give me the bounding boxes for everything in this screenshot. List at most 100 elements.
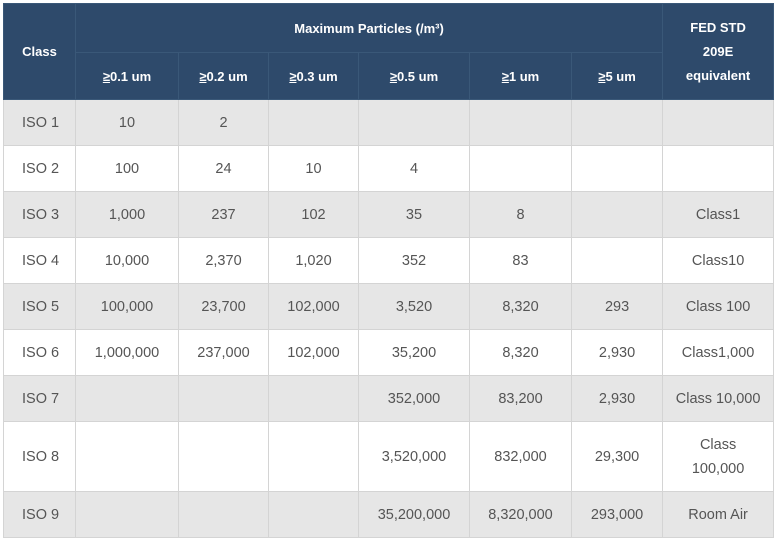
header-fed-line2: 209E (702, 43, 734, 59)
value-cell: 8,320,000 (469, 491, 572, 538)
value-cell (358, 99, 470, 146)
fed-cell: Class 10,000 (662, 375, 775, 422)
value-cell (268, 421, 359, 492)
fed-cell: Room Air (662, 491, 775, 538)
ge-symbol: ≥ (501, 68, 509, 84)
table-row-iso-3: ISO 3 1,000 237 102 35 8 Class1 (3, 191, 775, 238)
header-size-0.2: ≥0.2 um (178, 52, 269, 100)
value-cell: 100,000 (75, 283, 179, 330)
value-cell: 832,000 (469, 421, 572, 492)
ge-symbol: ≥ (289, 68, 297, 84)
size-label: 1 um (508, 68, 540, 84)
fed-cell-line2: 100,000 (691, 460, 745, 477)
table-row-iso-5: ISO 5 100,000 23,700 102,000 3,520 8,320… (3, 283, 775, 330)
ge-symbol: ≥ (598, 68, 606, 84)
value-cell: 35 (358, 191, 470, 238)
fed-cell: Class 100,000 (662, 421, 775, 492)
value-cell (268, 375, 359, 422)
value-cell: 1,020 (268, 237, 359, 284)
value-cell (469, 145, 572, 192)
value-cell: 8,320 (469, 329, 572, 376)
value-cell (75, 421, 179, 492)
value-cell: 352 (358, 237, 470, 284)
value-cell: 1,000 (75, 191, 179, 238)
value-cell: 237 (178, 191, 269, 238)
class-cell: ISO 8 (3, 421, 76, 492)
table-row-iso-2: ISO 2 100 24 10 4 (3, 145, 775, 192)
value-cell (570, 191, 664, 238)
iso-class-table: Class Maximum Particles (/m³) FED STD 20… (3, 3, 775, 538)
size-label: 0.5 um (396, 68, 439, 84)
value-cell: 24 (178, 145, 269, 192)
fed-cell: Class 100 (662, 283, 775, 330)
table-row-iso-6: ISO 6 1,000,000 237,000 102,000 35,200 8… (3, 329, 775, 376)
header-size-0.3: ≥0.3 um (268, 52, 359, 100)
class-cell: ISO 4 (3, 237, 76, 284)
class-cell: ISO 2 (3, 145, 76, 192)
value-cell: 102 (268, 191, 359, 238)
value-cell (570, 145, 664, 192)
header-size-0.5: ≥0.5 um (358, 52, 470, 100)
value-cell: 102,000 (268, 283, 359, 330)
class-cell: ISO 6 (3, 329, 76, 376)
value-cell: 237,000 (178, 329, 269, 376)
value-cell: 23,700 (178, 283, 269, 330)
table-row-iso-8: ISO 8 3,520,000 832,000 29,300 Class 100… (3, 421, 775, 492)
table-row-iso-1: ISO 1 10 2 (3, 99, 775, 146)
fed-cell: Class10 (662, 237, 775, 284)
value-cell (570, 99, 664, 146)
header-size-5: ≥5 um (570, 52, 664, 100)
header-row-1: Class Maximum Particles (/m³) FED STD 20… (3, 3, 775, 100)
value-cell: 8 (469, 191, 572, 238)
value-cell: 4 (358, 145, 470, 192)
value-cell (75, 375, 179, 422)
value-cell: 293,000 (570, 491, 664, 538)
header-class: Class (3, 3, 76, 100)
value-cell (469, 99, 572, 146)
value-cell (570, 237, 664, 284)
header-max-particles: Maximum Particles (/m³) (74, 3, 664, 53)
class-cell: ISO 9 (3, 491, 76, 538)
ge-symbol: ≥ (199, 68, 207, 84)
value-cell: 83 (469, 237, 572, 284)
value-cell: 10 (268, 145, 359, 192)
fed-cell: Class1 (662, 191, 775, 238)
size-label: 5 um (605, 68, 636, 84)
class-cell: ISO 3 (3, 191, 76, 238)
header-fed-std: FED STD 209E equivalent (662, 3, 775, 100)
value-cell: 3,520,000 (358, 421, 470, 492)
value-cell: 2,370 (178, 237, 269, 284)
size-label: 0.2 um (206, 68, 248, 84)
fed-cell-line1: Class (699, 436, 737, 453)
value-cell (75, 491, 179, 538)
header-size-0.1: ≥0.1 um (75, 52, 179, 100)
value-cell: 83,200 (469, 375, 572, 422)
value-cell (178, 421, 269, 492)
value-cell (178, 375, 269, 422)
header-size-1: ≥1 um (469, 52, 572, 100)
header-row-2: ≥0.1 um ≥0.2 um ≥0.3 um ≥0.5 um ≥1 um ≥5… (4, 52, 774, 100)
size-label: 0.1 um (109, 68, 152, 84)
value-cell: 102,000 (268, 329, 359, 376)
table-row-iso-4: ISO 4 10,000 2,370 1,020 352 83 Class10 (3, 237, 775, 284)
value-cell: 29,300 (570, 421, 664, 492)
header-fed-line3: equivalent (685, 67, 751, 83)
value-cell: 1,000,000 (75, 329, 179, 376)
value-cell: 2 (178, 99, 269, 146)
fed-cell: Class1,000 (662, 329, 775, 376)
class-cell: ISO 5 (3, 283, 76, 330)
size-label: 0.3 um (296, 68, 338, 84)
header-fed-line1: FED STD (690, 19, 746, 35)
value-cell: 352,000 (358, 375, 470, 422)
fed-cell (662, 145, 775, 192)
value-cell: 293 (570, 283, 664, 330)
value-cell: 35,200 (358, 329, 470, 376)
value-cell: 2,930 (570, 329, 664, 376)
class-cell: ISO 1 (3, 99, 76, 146)
fed-cell (662, 99, 775, 146)
value-cell: 35,200,000 (358, 491, 470, 538)
table-row-iso-7: ISO 7 352,000 83,200 2,930 Class 10,000 (3, 375, 775, 422)
value-cell: 2,930 (570, 375, 664, 422)
ge-symbol: ≥ (102, 68, 110, 84)
